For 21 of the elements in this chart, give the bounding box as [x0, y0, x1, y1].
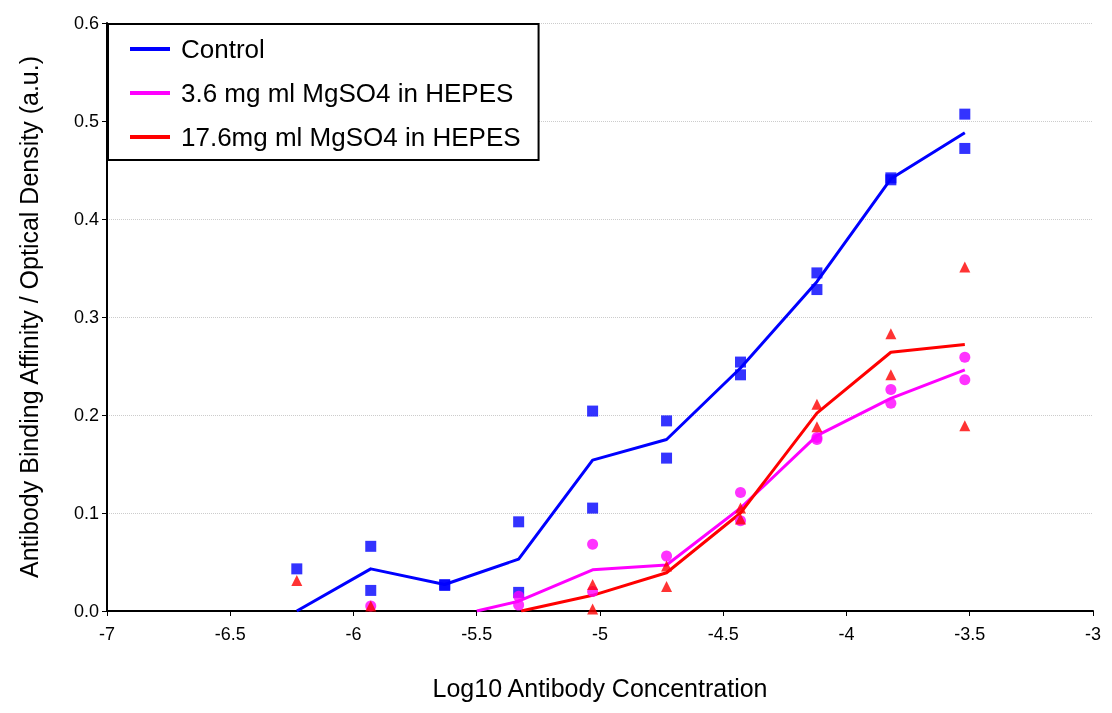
y-axis-title: Antibody Binding Affinity / Optical Density (a.u.) [14, 55, 43, 579]
legend-label: 17.6mg ml MgSO4 in HEPES [181, 122, 521, 152]
x-tick-label: -5.5 [461, 624, 493, 644]
y-tick-label: 0.0 [73, 601, 99, 621]
legend-label: Control [181, 34, 265, 64]
x-tick-label: -5 [591, 624, 609, 644]
x-tick-label: -6.5 [214, 624, 246, 644]
x-tick-label: -4 [838, 624, 855, 644]
x-tick-label: -7 [98, 624, 116, 644]
x-tick-label: -6 [345, 624, 362, 644]
legend-label: 3.6 mg ml MgSO4 in HEPES [181, 78, 514, 108]
y-tick-label: 0.6 [73, 13, 99, 33]
y-tick-label: 0.3 [73, 307, 99, 327]
x-tick-label: -4.5 [707, 624, 739, 644]
y-tick-label: 0.4 [73, 209, 99, 229]
x-tick-label: -3 [1084, 624, 1102, 644]
y-tick-label: 0.1 [73, 503, 99, 523]
x-axis-title: Log10 Antibody Concentration [432, 673, 768, 702]
y-tick-label: 0.2 [73, 405, 99, 425]
y-tick-label: 0.5 [73, 111, 99, 131]
x-tick-label: -3.5 [954, 624, 986, 644]
